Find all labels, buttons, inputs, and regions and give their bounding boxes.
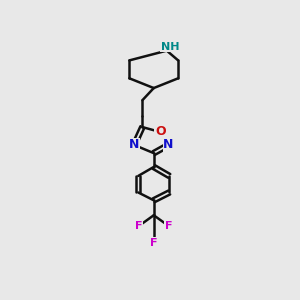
Text: N: N	[163, 139, 174, 152]
Text: NH: NH	[161, 42, 179, 52]
Text: F: F	[150, 238, 158, 248]
Text: F: F	[135, 221, 142, 231]
Text: O: O	[155, 125, 166, 139]
Text: N: N	[129, 139, 140, 152]
Text: F: F	[165, 221, 172, 231]
